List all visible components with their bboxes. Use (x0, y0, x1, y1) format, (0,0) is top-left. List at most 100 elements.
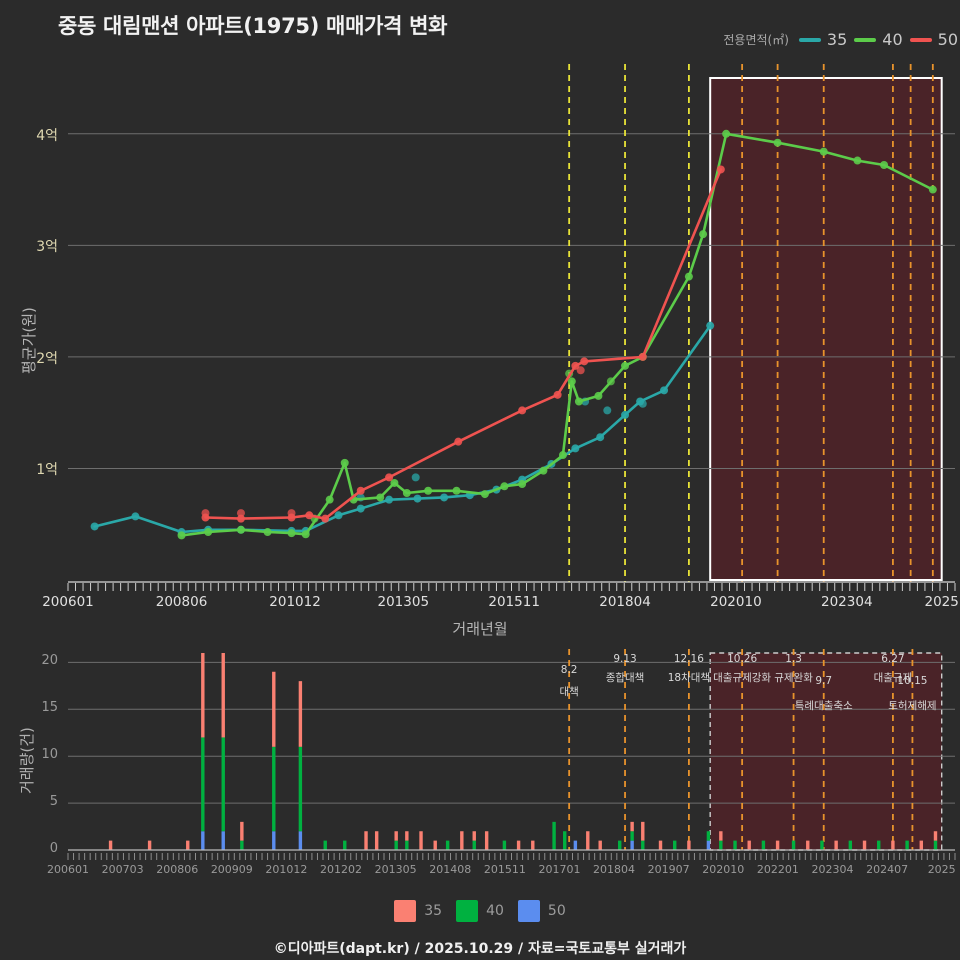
legend-item-35[interactable]: 35 (798, 30, 848, 49)
x-tick-label: 202304 (811, 863, 854, 876)
data-point (440, 493, 449, 502)
annotation-date: 10.15 (897, 675, 928, 687)
bar-segment-35 (687, 840, 691, 850)
bottom-swatch-40 (456, 900, 479, 922)
bottom-legend-item-35[interactable]: 35 (394, 900, 442, 922)
data-point (340, 458, 349, 467)
data-point (480, 490, 489, 499)
data-point (356, 504, 365, 513)
bottom-legend-label-50: 50 (547, 903, 566, 919)
bar-segment-40 (706, 831, 711, 841)
x-tick-label: 201511 (483, 863, 526, 876)
annotation-label: 종합대책 (605, 672, 645, 684)
bar-segment-40 (641, 840, 645, 850)
legend-swatch-50 (909, 37, 932, 42)
data-point (574, 397, 583, 406)
data-point (716, 165, 725, 174)
y-tick-label: 5 (49, 794, 58, 810)
x-tick-label: 201804 (593, 863, 636, 876)
bar-segment-40 (445, 840, 450, 850)
data-point (263, 528, 272, 537)
legend-label-35: 35 (826, 30, 848, 49)
bar-segment-40 (673, 840, 677, 850)
annotation-date: 9.7 (815, 675, 833, 687)
data-point-extra (411, 473, 420, 482)
bar-segment-40 (733, 840, 737, 850)
data-point (334, 511, 343, 520)
data-point (131, 512, 140, 521)
data-point (500, 482, 509, 491)
series-line-50 (204, 168, 723, 520)
annotation-label: 18차대책 (667, 672, 711, 684)
bar-segment-35 (201, 653, 205, 738)
legend-item-40[interactable]: 40 (854, 30, 903, 49)
data-point (301, 530, 310, 539)
x-tick-label: 201012 (269, 594, 321, 610)
bar-segment-40 (630, 831, 634, 841)
annotation-label: 대출규제강화 (713, 672, 772, 684)
data-point (454, 437, 463, 446)
data-point (594, 391, 603, 400)
x-tick-label: 202010 (710, 594, 762, 610)
annotation-date: 9.13 (613, 653, 637, 665)
data-point (638, 352, 647, 361)
bar-segment-40 (323, 840, 327, 850)
legend-swatch-35 (798, 37, 821, 42)
bar-segment-50 (221, 831, 225, 850)
data-point (325, 495, 334, 504)
bar-segment-35 (460, 831, 464, 850)
bottom-swatch-50 (517, 900, 540, 922)
series-40 (177, 129, 937, 540)
data-point (236, 514, 245, 523)
x-tick-label: 201511 (488, 594, 540, 610)
data-point (385, 473, 394, 482)
bar-segment-35 (806, 840, 810, 850)
data-point (518, 480, 527, 489)
bottom-legend-item-40[interactable]: 40 (456, 900, 504, 922)
y-tick-label: 1억 (36, 462, 58, 479)
footer-credit: ©디아파트(dapt.kr) / 2025.10.29 / 자료=국토교통부 실… (273, 941, 687, 957)
bar-segment-40 (272, 746, 276, 832)
bar-segment-50 (706, 840, 711, 850)
x-tick-label: 201305 (374, 863, 417, 876)
bar-segment-35 (394, 831, 398, 841)
x-tick-label: 201012 (265, 863, 308, 876)
annotation-date: 10.26 (727, 653, 758, 665)
y-tick-label: 10 (41, 747, 58, 763)
series-50 (201, 165, 725, 523)
bar-segment-35 (364, 831, 368, 850)
annotation-date: 6.27 (881, 653, 905, 665)
bar-segment-35 (641, 821, 645, 841)
data-point (567, 377, 576, 386)
data-point-extra (638, 399, 647, 408)
bar-segment-35 (484, 831, 489, 850)
bar-segment-35 (516, 840, 521, 850)
bar-segment-35 (933, 831, 938, 841)
legend-title: 전용면적(㎡) (723, 33, 789, 47)
highlight-region (710, 78, 942, 580)
y-tick-label: 15 (41, 700, 58, 716)
bar-segment-50 (630, 840, 634, 850)
annotation-label: 대책 (559, 686, 579, 698)
bottom-legend-item-50[interactable]: 50 (517, 900, 566, 922)
page-title: 중동 대림맨션 아파트(1975) 매매가격 변화 (58, 14, 448, 38)
data-point (376, 493, 385, 502)
annotation-label: 특례대출축소 (794, 700, 853, 712)
y-axis-title: 거래량(건) (18, 726, 36, 794)
legend-item-50[interactable]: 50 (909, 30, 958, 49)
bar-segment-40 (719, 840, 723, 850)
series-35 (90, 321, 715, 537)
data-point (596, 433, 605, 442)
data-point (773, 138, 782, 147)
data-point (853, 156, 862, 165)
data-point (539, 466, 548, 475)
volume-chart: 0 5 10 15 20 거래량(건) 200601 200703 200806 200909 20… (0, 645, 960, 880)
bottom-legend: 35 40 50 (0, 900, 960, 922)
bottom-swatch-35 (394, 900, 417, 922)
data-point (321, 514, 330, 523)
bar-segment-40 (761, 840, 766, 850)
x-tick-label: 200806 (155, 594, 208, 610)
bar-segment-35 (630, 821, 634, 832)
data-point (413, 494, 422, 503)
x-tick-label: 201202 (320, 863, 363, 876)
